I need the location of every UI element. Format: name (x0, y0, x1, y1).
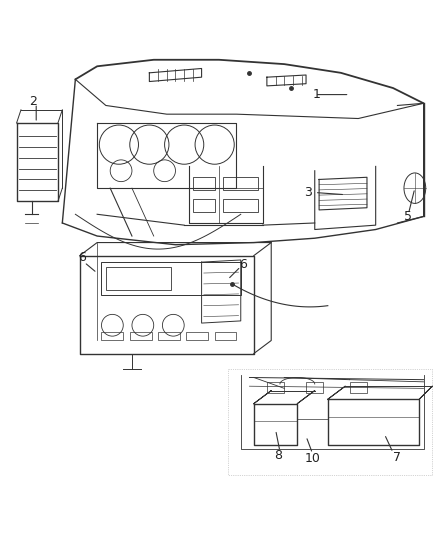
Bar (193, 199, 215, 212)
Bar (193, 177, 215, 190)
Bar (158, 332, 180, 341)
Bar (130, 332, 152, 341)
Bar (215, 332, 237, 341)
Text: 6: 6 (239, 258, 247, 271)
Bar (267, 382, 284, 393)
Text: 7: 7 (393, 450, 402, 464)
Text: 3: 3 (304, 186, 312, 199)
Text: 2: 2 (29, 95, 37, 108)
Text: 1: 1 (313, 88, 321, 101)
Bar (186, 332, 208, 341)
Bar (306, 382, 323, 393)
Text: 6: 6 (78, 251, 86, 264)
Text: 8: 8 (274, 449, 282, 462)
Bar (102, 262, 241, 295)
Bar (102, 332, 123, 341)
Bar (223, 199, 258, 212)
Text: 10: 10 (305, 453, 321, 465)
Bar (223, 177, 258, 190)
Bar (350, 382, 367, 393)
Bar (106, 266, 171, 290)
Text: 5: 5 (404, 210, 412, 223)
